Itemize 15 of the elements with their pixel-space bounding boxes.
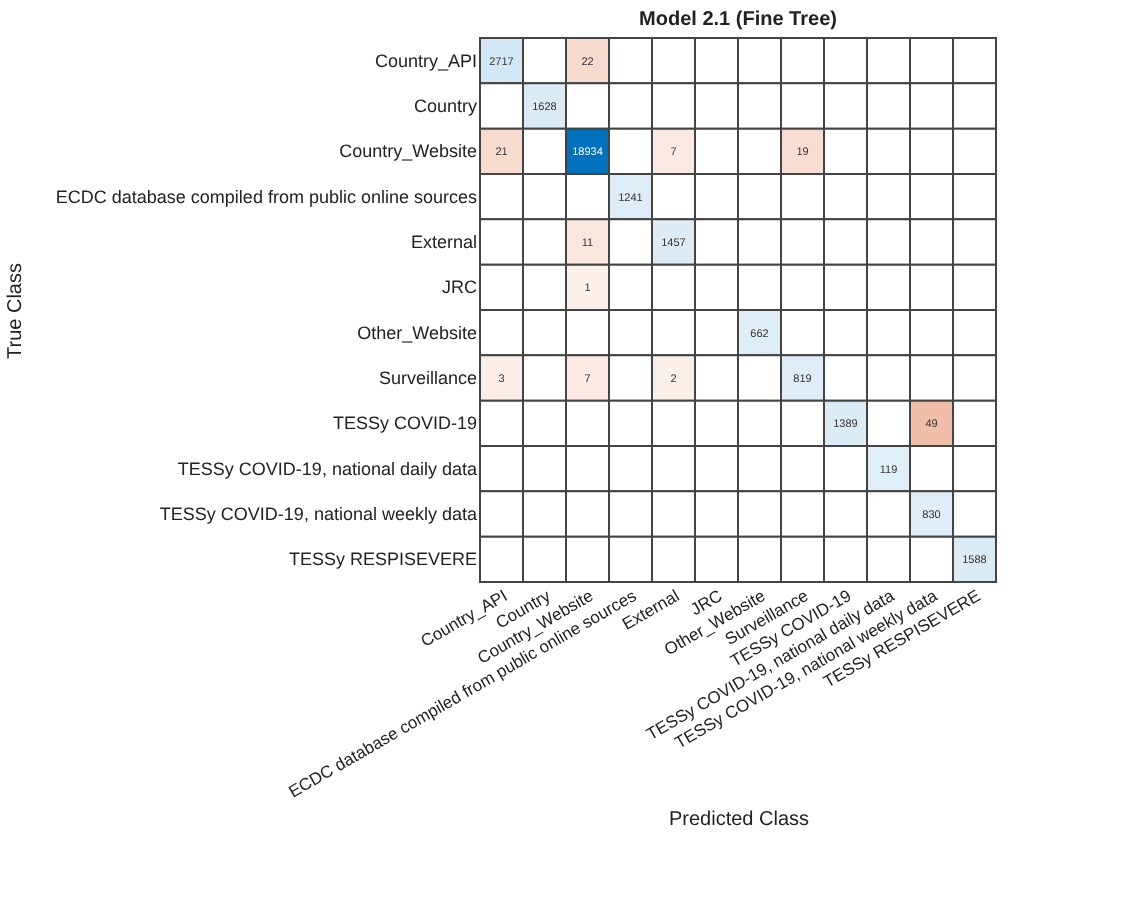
y-tick-label: Country_API [374,50,477,71]
y-tick-label: TESSy COVID-19, national weekly data [159,504,477,524]
y-tick-label: External [410,232,477,252]
y-tick-label: TESSy RESPISEVERE [288,549,477,570]
y-tick-label: Country [413,96,478,116]
y-tick-label: ECDC database compiled from public online sources [55,186,478,207]
y-tick-label: TESSy COVID-19 [332,413,477,434]
y-axis-title: True Class [5,263,27,359]
x-axis-title: Predicted Class [668,808,810,831]
y-tick-label: TESSy COVID-19, national daily data [177,458,477,479]
y-tick-label: Country_Website [339,141,477,162]
y-tick-label: JRC [442,277,478,298]
y-tick-label: Surveillance [378,368,477,388]
y-tick-label: Other_Website [357,322,477,343]
chart-title: Model 2.1 (Fine Tree) [639,9,837,31]
